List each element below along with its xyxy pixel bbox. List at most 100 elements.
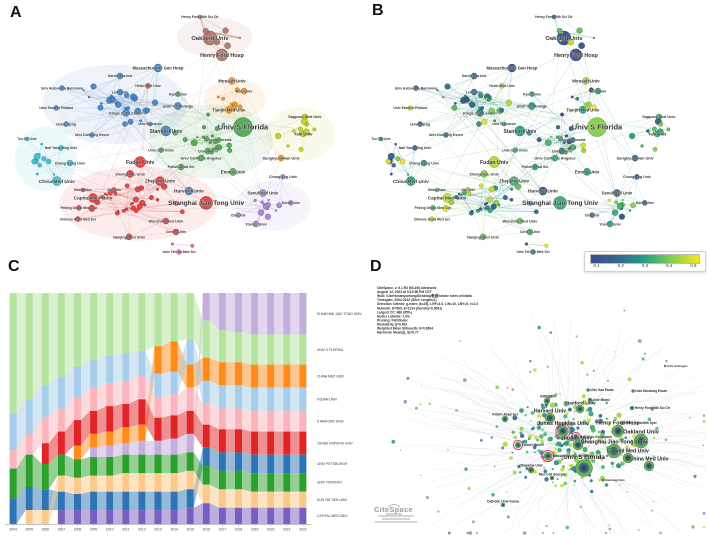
node-label: Zhengzhou Univ <box>115 172 145 176</box>
svg-text:Univ Sao Paulo: Univ Sao Paulo <box>590 388 613 392</box>
node-label: Jilin Univ <box>461 188 475 192</box>
node-label: Nanjing Med Univ <box>113 235 146 239</box>
node-label: Chinese Acad Med Sci <box>60 217 96 221</box>
svg-text:2006: 2006 <box>42 528 50 532</box>
panel-a-label: A <box>10 4 22 21</box>
nodes <box>378 14 671 255</box>
node-label: Tzu Chi Univ <box>17 137 37 141</box>
citespace-logo: CiteSpace <box>374 504 417 523</box>
svg-text:Capital Med Univ: Capital Med Univ <box>607 448 649 454</box>
node-label: Chung Ang Univ <box>623 175 651 179</box>
node-label: Harvard Univ <box>528 189 558 195</box>
node-label: Zhengzhou Univ <box>469 172 499 176</box>
svg-text:Med Coll Georgia: Med Coll Georgia <box>539 472 565 476</box>
node-label: Minist Educ <box>428 188 446 192</box>
node-label: Univ Cambridge <box>163 103 194 108</box>
svg-text:2022: 2022 <box>299 528 307 532</box>
svg-text:2010: 2010 <box>106 528 114 532</box>
nodes <box>24 14 317 255</box>
node-label: Lund Univ <box>466 90 483 94</box>
node-label: Korea Univ <box>636 201 654 205</box>
svg-text:CiteSpace, v. 6.1.R3 (64-bit): CiteSpace, v. 6.1.R3 (64-bit) Advanced <box>377 286 436 290</box>
node-label: Univ Minnesota <box>560 138 585 142</box>
svg-text:Henry Ford Hlth Syst: Henry Ford Hlth Syst <box>625 421 658 425</box>
node-label: Tzu Chi Univ <box>371 137 391 141</box>
node-label: Wenzhou Med Univ <box>503 219 539 223</box>
node-label: Natl Yang Ming Univ <box>399 146 432 150</box>
node-label: Henry Ford Hlth Sci Ctr <box>535 15 573 19</box>
node-label: Chung Ang Univ <box>269 175 297 179</box>
node-label: Peking Union Med Coll <box>415 206 452 210</box>
node-label: Univ S Florida <box>218 123 269 132</box>
node-label: Hebei Med Univ <box>135 84 160 88</box>
svg-text:STANFORD UNIV: STANFORD UNIV <box>317 419 344 423</box>
node-label: Cent S Univ <box>166 230 186 234</box>
panel-d-label: D <box>370 258 382 275</box>
svg-text:CHINA MED UNIV: CHINA MED UNIV <box>317 374 345 378</box>
node-label: Chang Gung Univ <box>55 161 85 165</box>
svg-text:Weighted Mean Silhouette S=0.8: Weighted Mean Silhouette S=0.8694 <box>377 327 433 331</box>
node-label: Univ Calif Irvine <box>502 148 528 152</box>
node-label: Fudan Univ <box>126 160 154 166</box>
node-label: Kyoto Univ <box>523 92 541 96</box>
svg-text:Harvard Univ: Harvard Univ <box>534 408 566 414</box>
node-label: Univ Calif Irvine <box>148 148 174 152</box>
node-label: Kings Coll London <box>109 111 143 115</box>
node-label: Sungkyunkwan Univ <box>617 156 655 160</box>
node-label: Oakland Univ <box>545 36 583 42</box>
node-label: Univ Duisburg Essen <box>429 133 463 137</box>
svg-text:UNIV PITTSBURGH: UNIV PITTSBURGH <box>317 462 348 466</box>
node-labels: Univ Gotingen Univ Sao Paulo Univ Duisburg… <box>487 364 688 503</box>
svg-text:Largest CC: 486 (85%): Largest CC: 486 (85%) <box>377 310 412 314</box>
svg-text:UNIV S FLORIDA: UNIV S FLORIDA <box>317 348 344 352</box>
svg-text:Harmonic Mean(Q, S)=0.77: Harmonic Mean(Q, S)=0.77 <box>377 331 419 335</box>
node-label: Natl Yang Ming Univ <box>45 146 78 150</box>
node-label: Seoul Natl Univ <box>248 191 279 196</box>
node-label: Univ Tehran Med Sci <box>516 250 549 254</box>
institution-labels: SHANGHAI JIAO TONG UNIV UNIV S FLORIDA CHI… <box>317 312 362 518</box>
svg-text:Henry Ford Hosp: Henry Ford Hosp <box>596 420 640 426</box>
svg-text:2013: 2013 <box>154 528 162 532</box>
labeled-nodes <box>500 364 667 508</box>
node-label: Shanghai Jiao Tong Univ <box>522 200 598 207</box>
node-label: Stanford Univ <box>504 129 537 135</box>
node-label: Capital Med Univ <box>74 196 113 202</box>
svg-text:August 12, 2022 at 5:19:58 PM: August 12, 2022 at 5:19:58 PM CST <box>377 290 432 294</box>
node-label: Karolinska Inst <box>462 74 487 78</box>
node-label: Emory Univ <box>221 170 246 175</box>
svg-text:2016: 2016 <box>203 528 211 532</box>
panel-a-network: Henry Ford Hlth Sci Ctr Oakland Univ Henry… <box>14 14 335 255</box>
node-label: Henry Ford Hosp <box>554 53 598 59</box>
svg-text:FUDAN UNIV: FUDAN UNIV <box>317 398 338 402</box>
node-label: China Med Univ <box>39 179 75 185</box>
svg-text:SHANGHAI JIAO TONG UNIV: SHANGHAI JIAO TONG UNIV <box>317 312 362 316</box>
svg-text:UNIV TORONTO: UNIV TORONTO <box>317 481 343 485</box>
node-label: Kyoto Univ <box>169 92 187 96</box>
node-label: Ucl <box>476 122 481 126</box>
node-label: Cha Univ <box>585 213 600 217</box>
node-label: Ucl <box>122 122 127 126</box>
node-label: Shanghai Jiao Tong Univ <box>168 200 244 207</box>
panel-c-label: C <box>8 258 20 275</box>
node-label: Harvard Univ <box>174 189 204 195</box>
node-label: Minist Educ <box>74 188 92 192</box>
svg-text:2005: 2005 <box>25 528 33 532</box>
svg-text:Modularity Q=0.691: Modularity Q=0.691 <box>377 322 407 326</box>
node-label: Kings Coll London <box>463 111 497 115</box>
svg-text:Fudan Univ: Fudan Univ <box>564 435 592 441</box>
colorbar-tick-label: 0.4 <box>666 263 673 268</box>
node-label: Cha Univ <box>231 213 246 217</box>
svg-text:China Med Univ: China Med Univ <box>630 456 669 462</box>
svg-text:Timespan: 2004-2022 (Slice Len: Timespan: 2004-2022 (Slice Length=1) <box>377 298 437 302</box>
node-labels: Henry Ford Hlth Sci Ctr Oakland Univ Henry… <box>17 15 323 254</box>
node-label: Peking Union Med Coll <box>61 206 98 210</box>
node-label: Oakland Univ <box>191 36 229 42</box>
svg-text:Univ Duisburg Essen: Univ Duisburg Essen <box>635 389 667 393</box>
node-label: Univ Calif Los Angeles <box>181 156 222 160</box>
node-label: Univ Cambridge <box>517 103 548 108</box>
svg-text:Pruning: Pathfinder: Pruning: Pathfinder <box>377 318 408 322</box>
node-label: Keio Univ <box>236 89 253 93</box>
node-label: Keio Univ <box>590 89 607 93</box>
node-label: Yonsei Univ <box>245 222 267 226</box>
